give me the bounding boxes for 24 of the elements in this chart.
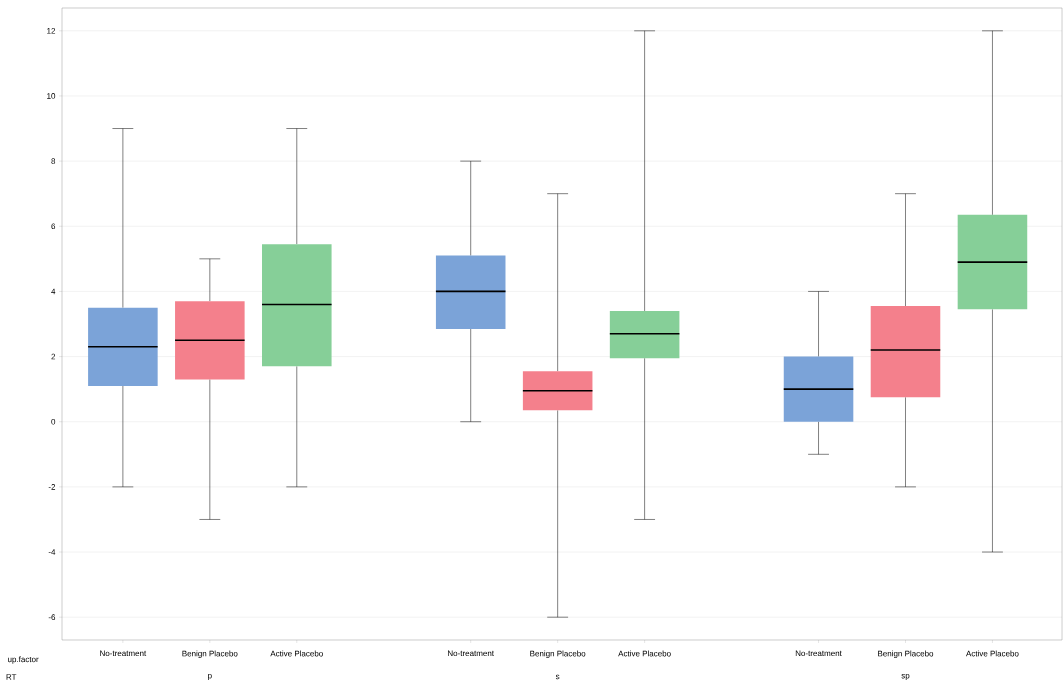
y-tick-label: 6 — [51, 223, 56, 230]
y-tick-label: 2 — [51, 353, 56, 360]
text: up.factor — [8, 656, 39, 664]
text: RT — [6, 674, 17, 680]
x-tick-label: No-treatment — [448, 650, 494, 657]
text: s — [555, 674, 560, 680]
text: sp — [901, 674, 910, 680]
x-tick-label: Benign Placebo — [182, 650, 238, 658]
y-tick-label: 8 — [51, 158, 56, 164]
y-tick-label: 10 — [47, 93, 56, 99]
x-tick-label: Benign Placebo — [878, 650, 934, 658]
x-tick-label: Active Placebo — [270, 650, 323, 657]
y-tick-label: -2 — [48, 484, 56, 490]
y-tick-label: 0 — [51, 418, 56, 425]
y-tick-label: 4 — [51, 288, 56, 295]
y-tick-label: 12 — [47, 28, 56, 34]
y-tick-label: -4 — [48, 549, 56, 555]
y-tick-label: -6 — [48, 614, 56, 621]
x-tick-label: No-treatment — [100, 650, 147, 657]
text: p — [208, 674, 212, 680]
x-tick-label: Benign Placebo — [530, 650, 586, 658]
x-tick-label: Active Placebo — [966, 650, 1019, 657]
x-tick-label: No-treatment — [795, 650, 842, 657]
x-tick-label: Active Placebo — [618, 650, 671, 657]
